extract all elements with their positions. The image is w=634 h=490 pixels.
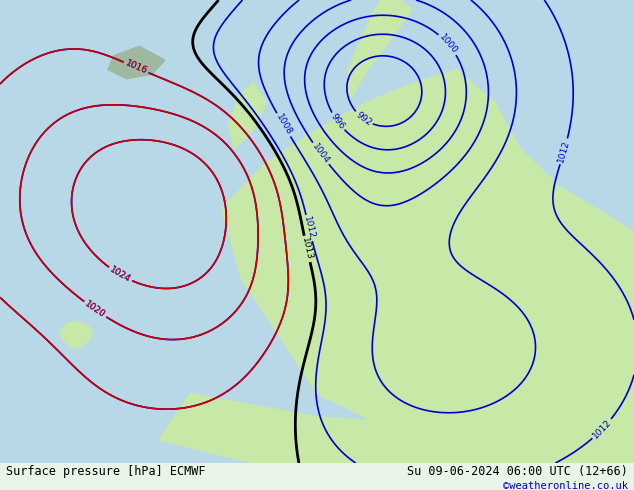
Text: 992: 992	[354, 110, 373, 127]
Text: 1012: 1012	[302, 216, 316, 240]
Polygon shape	[108, 47, 165, 79]
Circle shape	[68, 337, 84, 348]
Text: 1016: 1016	[124, 59, 148, 76]
Text: Su 09-06-2024 06:00 UTC (12+66): Su 09-06-2024 06:00 UTC (12+66)	[407, 465, 628, 478]
Circle shape	[60, 322, 92, 345]
Text: ©weatheronline.co.uk: ©weatheronline.co.uk	[503, 481, 628, 490]
Text: 996: 996	[329, 112, 346, 131]
Polygon shape	[158, 393, 634, 463]
Text: 1004: 1004	[310, 142, 331, 166]
Text: 1024: 1024	[108, 265, 133, 284]
Polygon shape	[228, 83, 266, 148]
Text: 1000: 1000	[437, 32, 459, 56]
Text: 1020: 1020	[83, 299, 107, 319]
Text: 1013: 1013	[300, 237, 314, 261]
Polygon shape	[349, 0, 412, 102]
Text: 1024: 1024	[108, 265, 133, 284]
Text: 1016: 1016	[124, 59, 148, 76]
Polygon shape	[222, 70, 634, 463]
Text: 1012: 1012	[557, 139, 571, 164]
Text: 1008: 1008	[274, 113, 294, 137]
Text: Surface pressure [hPa] ECMWF: Surface pressure [hPa] ECMWF	[6, 465, 206, 478]
Text: 1020: 1020	[83, 299, 107, 319]
Text: 1012: 1012	[591, 417, 613, 441]
